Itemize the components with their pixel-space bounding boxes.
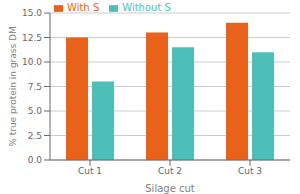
svg-text:% true protein in grass DM: % true protein in grass DM	[8, 26, 18, 147]
svg-text:Cut 1: Cut 1	[78, 166, 102, 176]
svg-text:15.0: 15.0	[22, 8, 42, 18]
svg-text:Cut 3: Cut 3	[238, 166, 262, 176]
svg-text:Cut 2: Cut 2	[158, 166, 182, 176]
svg-text:7.5: 7.5	[28, 82, 42, 92]
svg-text:Silage cut: Silage cut	[145, 183, 195, 194]
html-text:With S: With S	[67, 2, 100, 13]
svg-text:2.5: 2.5	[28, 131, 42, 141]
svg-text:0.0: 0.0	[28, 155, 43, 165]
svg-text:10.0: 10.0	[22, 57, 42, 67]
svg-text:12.5: 12.5	[22, 33, 42, 43]
svg-text:5.0: 5.0	[28, 106, 43, 116]
html-text:Without S: Without S	[122, 2, 171, 13]
